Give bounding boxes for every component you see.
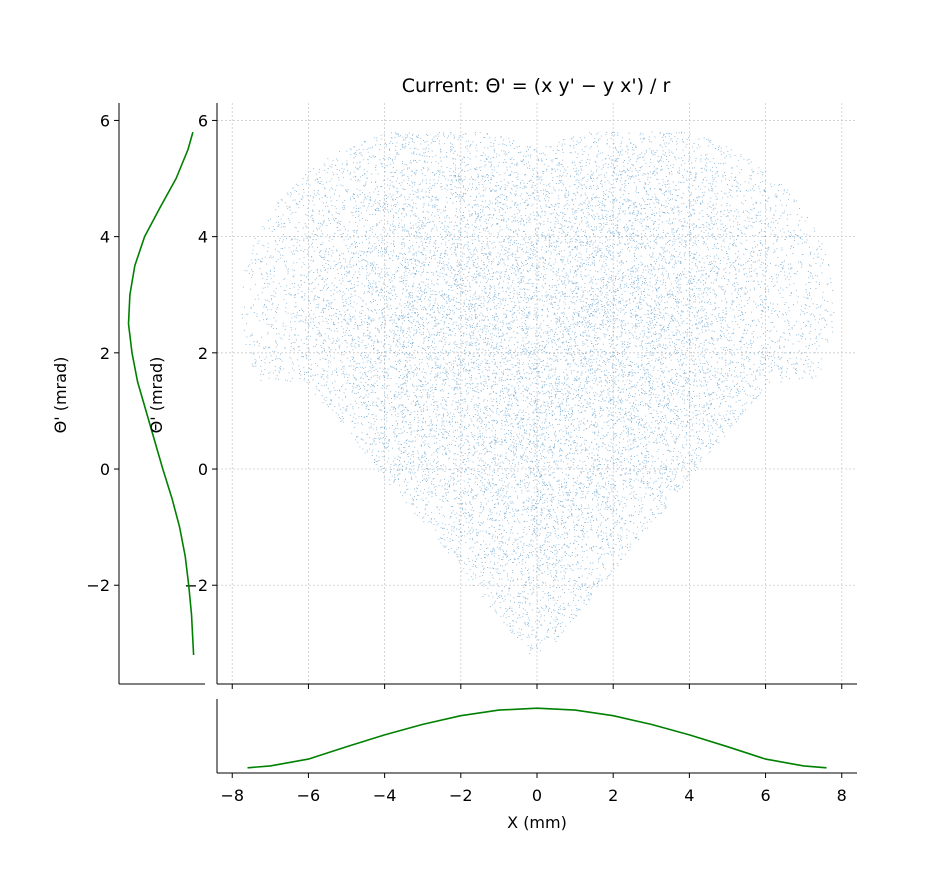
main-y-tick-label: −2 (184, 576, 208, 595)
chart-title: Current: Θ' = (x y' − y x') / r (402, 75, 671, 97)
scatter-cloud (241, 131, 835, 654)
main-y-tick-label: 4 (198, 228, 208, 247)
bottom-x-tick-label: 2 (608, 786, 618, 805)
bottom-xlabel: X (mm) (507, 813, 567, 832)
main-y-tick-label: 0 (198, 460, 208, 479)
left-y-tick-label: 6 (100, 111, 110, 130)
left-y-tick-label: 4 (100, 228, 110, 247)
left-density-line (127, 131, 195, 656)
scatter-points (241, 131, 835, 654)
bottom-x-tick-label: −2 (449, 786, 473, 805)
bottom-x-tick-label: 0 (532, 786, 542, 805)
main-grid (217, 103, 857, 684)
main-y-tick-label: 6 (198, 111, 208, 130)
main-ylabel: Θ' (mrad) (147, 357, 166, 434)
bottom-x-tick-label: 4 (684, 786, 694, 805)
left-y-tick-label: 0 (100, 460, 110, 479)
bottom-x-tick-label: −8 (220, 786, 244, 805)
main-y-tick-label: 2 (198, 344, 208, 363)
bottom-density-line (247, 707, 827, 769)
left-ylabel: Θ' (mrad) (51, 357, 70, 434)
bottom-x-tick-label: −4 (373, 786, 397, 805)
label-overlap-cover (205, 692, 865, 712)
left-y-tick-label: −2 (86, 576, 110, 595)
bottom-x-tick-label: 8 (837, 786, 847, 805)
left-marginal-panel: −2 0 2 4 6 (86, 103, 205, 685)
left-y-tick-label: 2 (100, 344, 110, 363)
bottom-marginal-panel: −8 −6 −4 −2 0 2 4 6 8 (216, 699, 857, 805)
bottom-x-tick-label: −6 (297, 786, 321, 805)
bottom-x-tick-label: 6 (760, 786, 770, 805)
